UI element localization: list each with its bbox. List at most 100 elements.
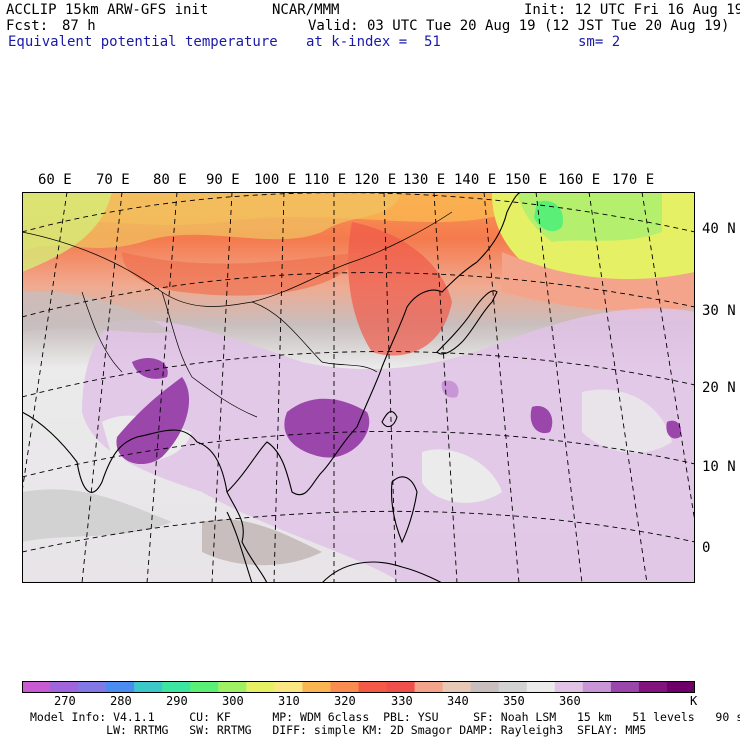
lon-label: 60 E xyxy=(38,172,72,188)
colorbar-tick-label: 290 xyxy=(166,694,188,708)
valid-time: Valid: 03 UTC Tue 20 Aug 19 (12 JST Tue … xyxy=(308,18,730,34)
shading-band-gray-2 xyxy=(22,489,172,542)
colorbar-swatch xyxy=(554,681,584,693)
colorbar-swatch xyxy=(442,681,472,693)
model-info-line-2: LW: RRTMG SW: RRTMG DIFF: simple KM: 2D … xyxy=(30,723,647,737)
shading-cell-china-east xyxy=(348,222,452,356)
colorbar-swatch xyxy=(274,681,303,693)
colorbar-tick-label: 330 xyxy=(391,694,413,708)
colorbar-swatch xyxy=(638,681,668,693)
border-china-north xyxy=(22,211,453,307)
graticule-meridian xyxy=(81,192,123,583)
colorbar-swatch xyxy=(22,681,51,693)
colorbar-tick-label: 360 xyxy=(559,694,581,708)
map-frame xyxy=(22,192,695,583)
colorbar-tick-label: 340 xyxy=(447,694,469,708)
coastline-south-asia xyxy=(22,411,268,583)
shading-cell-indochina xyxy=(284,398,370,458)
lon-label: 110 E xyxy=(304,172,347,188)
lon-label: 80 E xyxy=(153,172,187,188)
graticule-meridian xyxy=(483,192,520,583)
graticule-meridian xyxy=(433,192,458,583)
organization-label: NCAR/MMM xyxy=(272,2,340,18)
graticule-meridian xyxy=(535,192,583,583)
graticule-parallel xyxy=(22,192,695,233)
smoothing-label: sm= 2 xyxy=(578,34,621,50)
coastline-malay xyxy=(226,511,253,583)
colorbar-tick-label: 320 xyxy=(334,694,356,708)
colorbar-swatch xyxy=(582,681,612,693)
model-info-line-1: Model Info: V4.1.1 CU: KF MP: WDM 6class… xyxy=(30,710,740,724)
colorbar-tick-label: 300 xyxy=(222,694,244,708)
political-borders xyxy=(22,211,453,418)
colorbar-swatch xyxy=(134,681,163,693)
graticule-parallel xyxy=(22,272,695,318)
colorbar-swatch xyxy=(330,681,359,693)
lat-label: 40 N xyxy=(702,221,736,237)
lon-label: 90 E xyxy=(206,172,240,188)
shading-region-philippine-sea xyxy=(422,449,502,503)
lon-label: 70 E xyxy=(96,172,130,188)
lat-label: 0 xyxy=(702,540,711,556)
colorbar-swatch xyxy=(498,681,528,693)
colorbar-swatch xyxy=(190,681,219,693)
forecast-hours: 87 h xyxy=(62,18,96,34)
lon-label: 160 E xyxy=(558,172,601,188)
lat-label: 20 N xyxy=(702,380,736,396)
coastline-philippines xyxy=(390,476,418,544)
lat-label: 10 N xyxy=(702,459,736,475)
colorbar-swatch xyxy=(162,681,191,693)
colorbar-tick-label: 270 xyxy=(54,694,76,708)
coastlines xyxy=(22,192,523,583)
colorbar-swatch xyxy=(414,681,444,693)
shading-region-west-pacific xyxy=(582,389,672,453)
colorbar-swatch xyxy=(302,681,331,693)
lon-label: 120 E xyxy=(354,172,397,188)
shading-region-tropics xyxy=(82,308,695,583)
model-level: at k-index = 51 xyxy=(306,34,441,50)
colorbar-swatch xyxy=(386,681,416,693)
colorbar-swatch xyxy=(526,681,556,693)
graticule-meridian xyxy=(273,192,285,583)
shading-cell-pacific-2 xyxy=(666,420,682,439)
colorbar-swatch xyxy=(610,681,640,693)
shading-cell-northeast xyxy=(534,200,563,232)
colorbar-swatch xyxy=(470,681,500,693)
colorbar-swatch xyxy=(50,681,79,693)
colorbar-unit: K xyxy=(690,694,698,708)
lon-label: 150 E xyxy=(505,172,548,188)
graticule-meridian xyxy=(383,192,397,583)
init-time: Init: 12 UTC Fri 16 Aug 19 xyxy=(524,2,740,18)
lat-label: 30 N xyxy=(702,303,736,319)
shading-band-pacific xyxy=(502,252,695,312)
model-title: ACCLIP 15km ARW-GFS init xyxy=(6,2,209,18)
colorbar-tick-label: 350 xyxy=(503,694,525,708)
colorbar-swatch xyxy=(78,681,107,693)
graticule-parallel xyxy=(22,510,695,553)
lon-label: 170 E xyxy=(612,172,655,188)
shading-cell-pacific-1 xyxy=(530,406,553,434)
colorbar-swatch xyxy=(666,681,695,693)
lon-label: 130 E xyxy=(403,172,446,188)
field-name: Equivalent potential temperature xyxy=(8,34,278,50)
shading-band-gray-1 xyxy=(22,291,172,334)
colorbar xyxy=(22,681,695,693)
border-himalaya xyxy=(161,291,258,418)
colorbar-frame xyxy=(22,681,695,693)
colorbar-swatch xyxy=(246,681,275,693)
border-pakistan xyxy=(81,291,123,373)
forecast-label: Fcst: xyxy=(6,18,49,34)
graticule-meridian xyxy=(588,192,648,583)
shading-cell-bengal xyxy=(132,357,168,379)
coastline-taiwan xyxy=(381,411,398,428)
shading-cell-india xyxy=(116,377,190,465)
graticule-meridian xyxy=(22,192,68,493)
shading-band-gray-3 xyxy=(202,519,322,566)
colorbar-tick-label: 280 xyxy=(110,694,132,708)
border-south-china xyxy=(251,301,378,373)
lon-label: 100 E xyxy=(254,172,297,188)
colorbar-swatch xyxy=(218,681,247,693)
shading-band-dry-west xyxy=(22,192,112,272)
coastline-east-asia xyxy=(226,261,478,496)
coastline-borneo xyxy=(321,561,443,583)
